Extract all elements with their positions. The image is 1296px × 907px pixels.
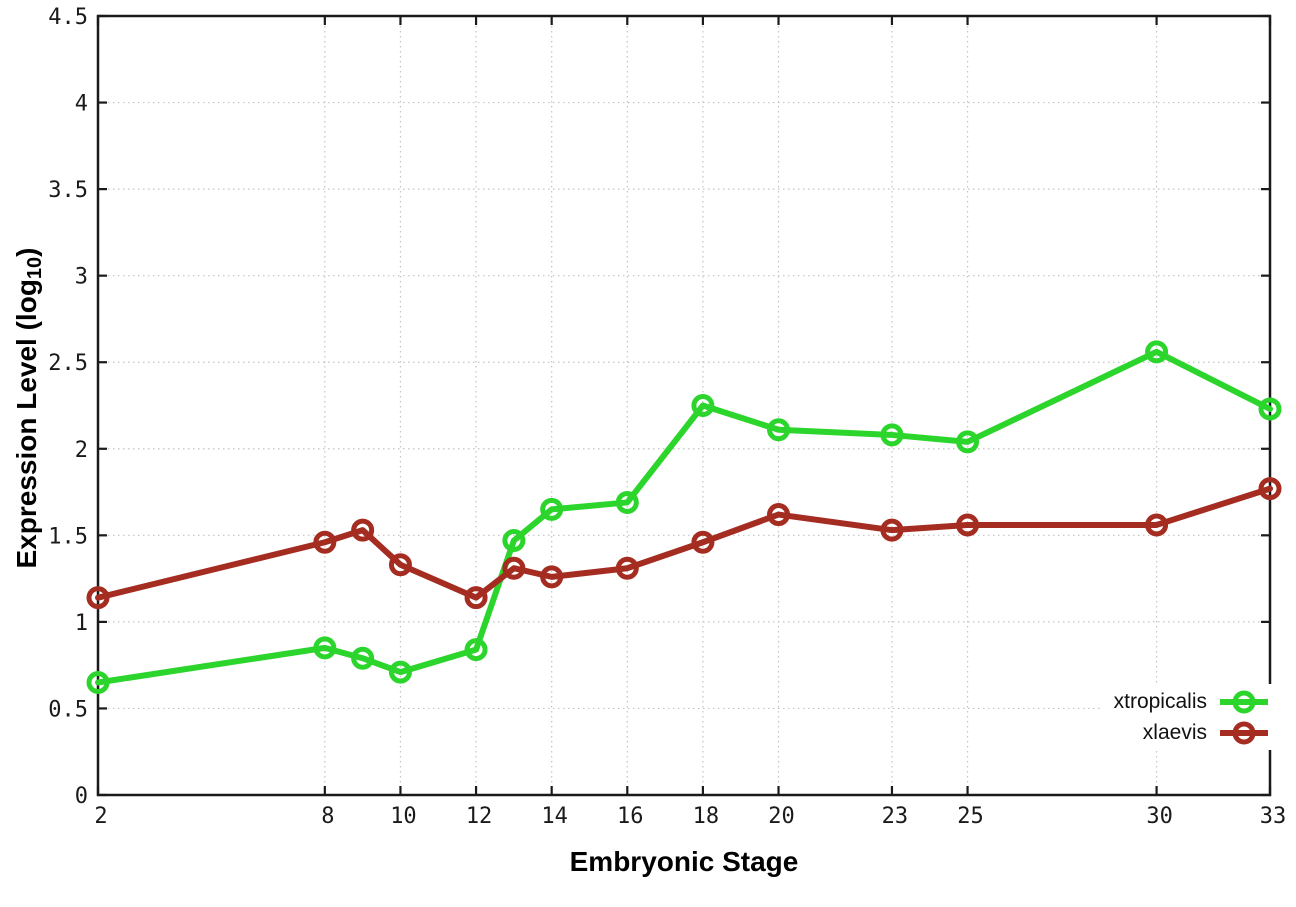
series-marker-xlaevis bbox=[502, 556, 526, 580]
x-tick-label: 16 bbox=[617, 804, 644, 829]
y-tick-label: 3 bbox=[75, 265, 88, 290]
x-tick-label: 20 bbox=[768, 804, 795, 829]
series-marker-xtropicalis bbox=[86, 670, 110, 694]
series-marker-xtropicalis bbox=[540, 497, 564, 521]
series-marker-xtropicalis bbox=[956, 430, 980, 454]
y-axis-label-close: ) bbox=[11, 247, 42, 257]
series-marker-xlaevis bbox=[86, 586, 110, 610]
x-tick-label: 10 bbox=[390, 804, 417, 829]
series-marker-xtropicalis bbox=[691, 394, 715, 417]
x-tick-label: 33 bbox=[1260, 804, 1287, 829]
series-marker-xlaevis bbox=[351, 518, 375, 542]
series-marker-xlaevis bbox=[956, 513, 980, 537]
legend-item-xtropicalis: xtropicalis bbox=[1114, 686, 1270, 717]
y-axis-label: Expression Level (log10) bbox=[11, 247, 46, 569]
series-marker-xlaevis bbox=[388, 553, 412, 577]
y-tick-label: 4.5 bbox=[48, 5, 88, 30]
x-tick-label: 23 bbox=[882, 804, 909, 829]
series-marker-xlaevis bbox=[313, 530, 337, 554]
series-marker-xlaevis bbox=[464, 586, 488, 610]
x-tick-label: 14 bbox=[541, 804, 568, 829]
series-marker-xlaevis bbox=[767, 503, 791, 527]
plot-border bbox=[96, 14, 1272, 797]
series-marker-xlaevis bbox=[1258, 477, 1282, 501]
x-tick-label: 25 bbox=[957, 804, 984, 829]
y-tick-label: 2.5 bbox=[48, 351, 88, 376]
y-tick-label: 0 bbox=[75, 784, 88, 809]
x-tick-label: 30 bbox=[1146, 804, 1173, 829]
series-marker-xlaevis bbox=[540, 565, 564, 589]
legend-item-xlaevis: xlaevis bbox=[1114, 717, 1270, 748]
y-tick-label: 4 bbox=[75, 92, 88, 117]
series-marker-xtropicalis bbox=[502, 529, 526, 553]
y-tick-label: 3.5 bbox=[48, 178, 88, 203]
series-marker-xtropicalis bbox=[1258, 397, 1282, 421]
series-marker-xlaevis bbox=[1145, 513, 1169, 537]
series-marker-xlaevis bbox=[880, 518, 904, 542]
series-marker-xtropicalis bbox=[1145, 340, 1169, 364]
y-tick-label: 1 bbox=[75, 611, 88, 636]
x-tick-label: 2 bbox=[94, 804, 107, 829]
series-marker-xtropicalis bbox=[313, 636, 337, 660]
legend-label-xtropicalis: xtropicalis bbox=[1113, 689, 1207, 713]
series-marker-xlaevis bbox=[615, 556, 639, 580]
x-tick-label: 18 bbox=[693, 804, 720, 829]
series-marker-xtropicalis bbox=[464, 638, 488, 662]
x-tick-label: 8 bbox=[321, 804, 334, 829]
y-axis-label-subscript: 10 bbox=[24, 256, 46, 280]
legend-sample-line-icon bbox=[1220, 721, 1268, 744]
series-line-xlaevis bbox=[95, 485, 1273, 601]
series-marker-xtropicalis bbox=[615, 490, 639, 514]
series-marker-xtropicalis bbox=[767, 418, 791, 442]
y-tick-label: 2 bbox=[75, 438, 88, 463]
x-axis-label: Embryonic Stage bbox=[569, 846, 799, 877]
y-tick-label: 1.5 bbox=[48, 524, 88, 549]
legend-sample-line-icon bbox=[1220, 690, 1268, 713]
series-marker-xtropicalis bbox=[880, 423, 904, 447]
y-tick-label: 0.5 bbox=[48, 697, 88, 722]
series-marker-xtropicalis bbox=[351, 646, 375, 670]
series-marker-xtropicalis bbox=[388, 660, 412, 684]
legend-label-xlaevis: xlaevis bbox=[1142, 720, 1207, 744]
x-tick-label: 12 bbox=[466, 804, 493, 829]
legend: xtropicalis xlaevis bbox=[1099, 684, 1272, 750]
series-line-xtropicalis bbox=[95, 348, 1273, 686]
y-axis-label-text: Expression Level (log bbox=[11, 279, 42, 569]
series-marker-xlaevis bbox=[691, 530, 715, 554]
